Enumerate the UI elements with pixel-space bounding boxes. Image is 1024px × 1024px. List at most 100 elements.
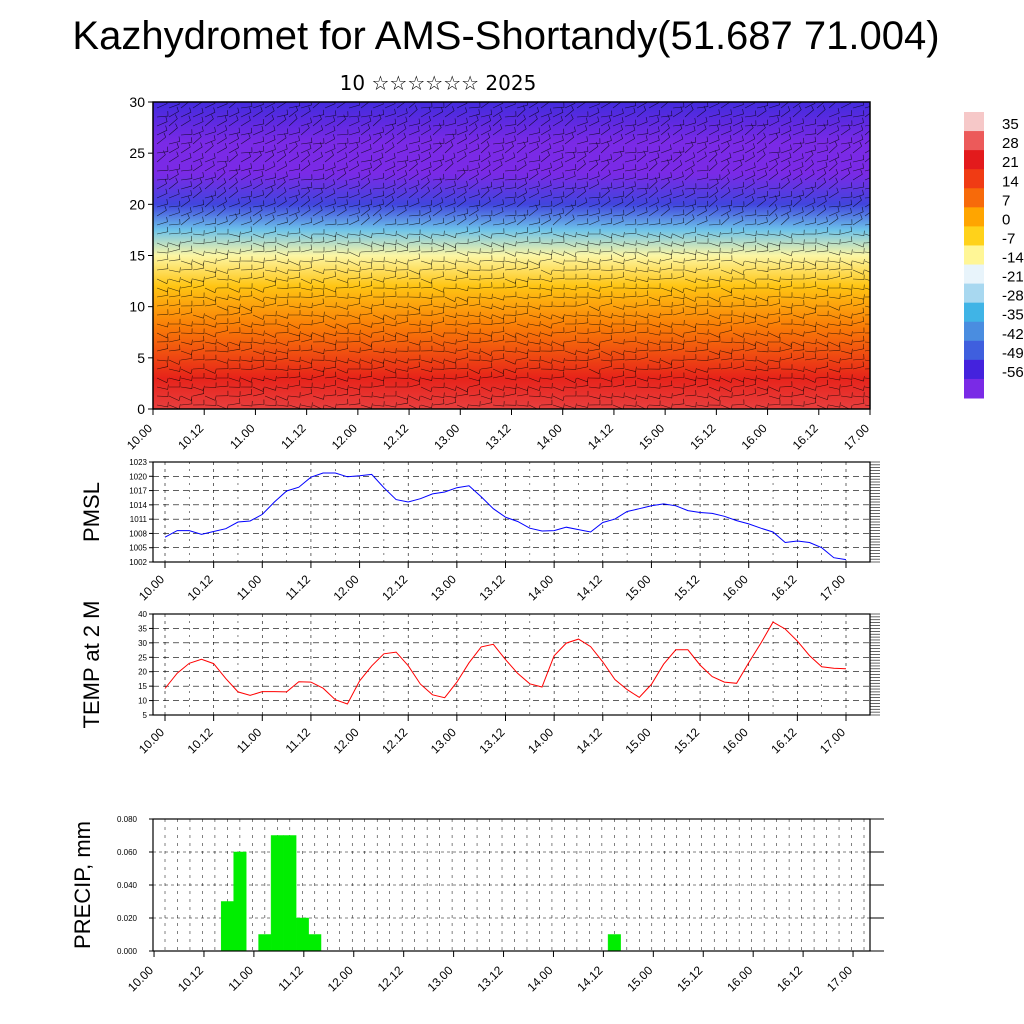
wind-barb (456, 363, 469, 370)
wind-barb (240, 307, 253, 316)
wind-barb (324, 235, 337, 244)
wind-barb (696, 367, 709, 373)
wind-barb (564, 102, 576, 109)
wind-barb (360, 332, 373, 338)
wind-barb (348, 374, 361, 380)
wind-barb (204, 160, 215, 172)
wind-barb (768, 127, 781, 136)
wind-barb (852, 327, 865, 334)
wind-barb (372, 204, 382, 217)
wind-barb (504, 198, 516, 208)
wind-barb (660, 290, 673, 298)
wind-barb (540, 323, 553, 329)
wind-barb (852, 141, 863, 154)
wind-barb (840, 353, 853, 361)
wind-barb (720, 404, 733, 409)
wind-barb (264, 298, 277, 307)
x-tick-label: 13.12 (475, 963, 506, 994)
wind-barb (204, 195, 214, 208)
wind-barb (204, 258, 217, 264)
wind-barb (408, 354, 421, 361)
wind-barb (336, 328, 349, 335)
wind-barb (252, 241, 265, 247)
wind-barb (444, 283, 457, 289)
wind-barb (816, 274, 829, 281)
wind-barb (432, 332, 445, 338)
wind-barb (864, 269, 870, 273)
wind-barb (636, 117, 648, 127)
wind-barb (492, 295, 505, 301)
wind-barb (552, 327, 565, 334)
wind-barb (744, 188, 756, 199)
wind-barb (756, 322, 769, 328)
wind-barb (288, 364, 301, 371)
wind-barb (168, 290, 181, 298)
wind-barb (276, 258, 289, 265)
wind-barb (420, 335, 433, 343)
wind-barb (564, 383, 577, 389)
wind-barb (312, 215, 324, 226)
wind-barb (696, 142, 707, 154)
wind-barb (432, 197, 444, 208)
wind-barb (156, 132, 167, 145)
wind-barb (756, 359, 769, 365)
wind-barb (348, 207, 360, 217)
wind-barb (816, 341, 829, 347)
wind-barb (552, 266, 565, 272)
wind-barb (444, 392, 457, 398)
wind-barb (852, 269, 865, 275)
wind-barb (708, 301, 721, 308)
wind-barb (612, 173, 625, 181)
colorbar-swatch (964, 112, 984, 132)
wind-barb (408, 102, 417, 109)
wind-barb (240, 226, 253, 235)
wind-barb (696, 105, 707, 118)
wind-barb (600, 116, 612, 127)
wind-barb (336, 137, 349, 145)
wind-barb (168, 277, 181, 283)
wind-barb (636, 218, 649, 226)
wind-barb (864, 368, 870, 370)
wind-barb (420, 402, 433, 409)
wind-barb (444, 320, 457, 326)
wind-barb (240, 216, 252, 226)
wind-barb (588, 352, 601, 361)
wind-barb (252, 106, 263, 118)
wind-barb (408, 105, 418, 118)
wind-barb (852, 298, 865, 307)
wind-barb (336, 311, 349, 317)
x-tick-label: 12.00 (331, 572, 362, 603)
wind-barb (756, 210, 769, 217)
y-tick-label: 1017 (129, 487, 147, 496)
wind-barb (180, 142, 191, 154)
wind-barb (840, 162, 852, 172)
wind-barb (324, 179, 336, 190)
wind-barb (192, 313, 205, 319)
wind-barb (516, 372, 529, 379)
wind-barb (324, 143, 336, 154)
wind-barb (829, 283, 841, 289)
wind-barb (600, 322, 613, 328)
wind-barb (156, 290, 169, 298)
wind-barb (324, 344, 337, 352)
wind-barb (252, 145, 265, 154)
wind-barb (492, 385, 505, 391)
wind-barb (324, 134, 336, 145)
wind-barb (588, 311, 601, 317)
wind-barb (708, 135, 720, 145)
wind-barb (336, 293, 349, 299)
wind-barb (420, 282, 433, 289)
wind-barb (288, 151, 299, 163)
x-tick-label: 14.12 (574, 963, 605, 994)
wind-barb (744, 283, 757, 289)
wind-barb (444, 312, 457, 318)
wind-barb (588, 368, 601, 375)
wind-barb (252, 399, 265, 406)
wind-barb (180, 395, 193, 401)
wind-barb (480, 186, 490, 199)
wind-barb (852, 392, 865, 398)
wind-barb (348, 389, 361, 397)
wind-barb (228, 398, 241, 406)
wind-barb (816, 323, 829, 329)
wind-barb (624, 354, 637, 361)
